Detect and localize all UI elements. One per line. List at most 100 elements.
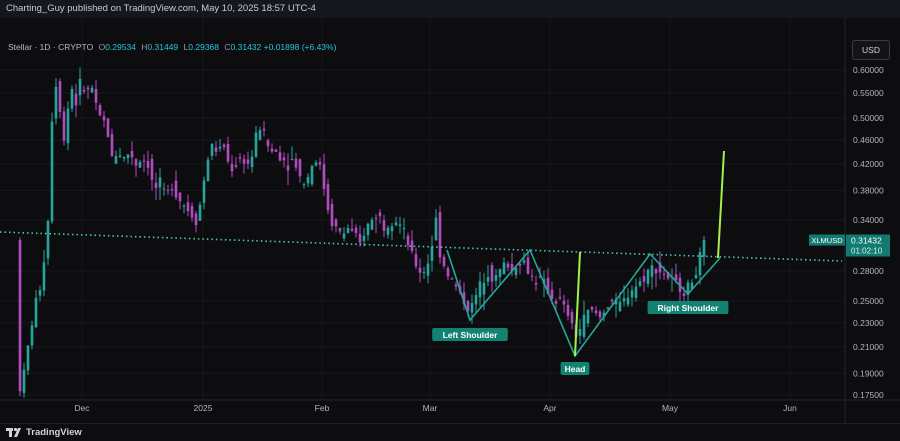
symbol-name: Stellar · 1D · CRYPTO	[8, 42, 94, 52]
candle-body	[50, 121, 54, 222]
candle-body	[222, 144, 226, 148]
chart-svg[interactable]: 0.60000 0.55000 0.50000 0.46000 0.42000 0.380…	[0, 18, 900, 423]
candle-body	[358, 233, 362, 243]
symbol-tag-text: XLMUSD	[811, 236, 843, 245]
candle-body	[406, 235, 410, 246]
candle-body	[202, 180, 206, 203]
candle-body	[130, 150, 134, 158]
price-tick-label: 0.21000	[853, 342, 884, 352]
candle-body	[614, 299, 618, 305]
candle-body	[610, 299, 614, 302]
candle-body	[694, 274, 698, 279]
candle-body	[138, 161, 142, 168]
open-value: 0.29534	[105, 42, 136, 52]
candle-body	[370, 219, 374, 230]
candle-body	[594, 310, 598, 314]
candle-body	[454, 284, 458, 287]
candle-body	[286, 165, 290, 171]
candle-body	[58, 81, 62, 112]
candle-body	[418, 267, 422, 273]
candle-body	[94, 88, 98, 103]
right-shoulder-label-bg	[647, 301, 729, 314]
candle-body	[282, 157, 286, 161]
candle-body	[38, 290, 42, 296]
candle-body	[590, 307, 594, 310]
candle-body	[242, 159, 246, 164]
candle-body	[486, 276, 490, 282]
head-label-bg	[560, 362, 590, 375]
candle-body	[62, 111, 66, 141]
candle-body	[410, 240, 414, 252]
candle-body	[510, 263, 514, 271]
price-tick-label: 0.23000	[853, 318, 884, 328]
candle-body	[430, 246, 434, 261]
candle-body	[22, 369, 26, 393]
candle-body	[266, 140, 270, 147]
candle-body	[338, 228, 342, 232]
candle-body	[230, 163, 234, 172]
candle-body	[262, 128, 266, 131]
candle-body	[126, 154, 130, 159]
symbol-tag	[809, 234, 845, 246]
chart-area[interactable]: 0.60000 0.55000 0.50000 0.46000 0.42000 0.380…	[0, 18, 900, 423]
publish-header: Charting_Guy published on TradingView.co…	[0, 0, 900, 18]
high-label: H	[141, 42, 148, 52]
candle-body	[666, 271, 670, 279]
candle-body	[390, 226, 394, 232]
candle-body	[414, 254, 418, 267]
price-tick-label: 0.46000	[853, 135, 884, 145]
tradingview-logo-icon[interactable]	[6, 426, 22, 438]
candle-body	[86, 87, 90, 90]
candle-body	[18, 240, 22, 392]
candle-body	[450, 278, 454, 280]
candle-body	[142, 160, 146, 162]
price-tick-label: 0.19000	[853, 368, 884, 378]
candle-body	[150, 158, 154, 180]
candle-body	[122, 157, 126, 159]
candle-body	[166, 189, 170, 191]
candle-body	[538, 276, 542, 278]
candle-body	[46, 221, 50, 259]
candle-body	[334, 219, 338, 227]
time-tick-label: May	[662, 403, 679, 413]
price-tick-label: 0.38000	[853, 185, 884, 195]
candle-body	[154, 182, 158, 189]
head-projection-line	[574, 251, 581, 357]
candle-body	[470, 303, 474, 313]
time-tick-label: Mar	[423, 403, 438, 413]
candle-body	[438, 212, 442, 258]
candle-body	[298, 159, 302, 177]
candle-body	[70, 88, 74, 109]
candle-body	[558, 296, 562, 299]
change-value: +0.01898 (+6.43%)	[263, 42, 337, 52]
candle-body	[434, 217, 438, 241]
candle-body	[146, 160, 150, 168]
candle-body	[570, 312, 574, 324]
candle-body	[218, 146, 222, 149]
open-label: O	[98, 42, 106, 52]
candle-body	[546, 277, 550, 295]
price-tick-label: 0.60000	[853, 65, 884, 75]
tradingview-brand[interactable]: TradingView	[26, 427, 82, 438]
candle-body	[134, 159, 138, 166]
candle-body	[618, 301, 622, 312]
low-value: 0.29368	[188, 42, 220, 52]
candle-body	[162, 188, 166, 190]
currency-button[interactable]: USD	[852, 40, 890, 60]
candle-body	[514, 267, 518, 276]
candle-body	[82, 89, 86, 92]
candle-body	[498, 269, 502, 277]
candle-body	[174, 180, 178, 198]
close-value: 0.31432	[230, 42, 262, 52]
candle-body	[638, 281, 642, 286]
candle-body	[346, 228, 350, 234]
candle-body	[278, 152, 282, 161]
candle-body	[566, 304, 570, 316]
candle-body	[598, 311, 602, 318]
candle-body	[354, 227, 358, 233]
candle-body	[250, 156, 254, 168]
candle-body	[530, 275, 534, 277]
candle-body	[686, 282, 690, 296]
candle-body	[90, 87, 94, 93]
candle-body	[386, 227, 390, 235]
